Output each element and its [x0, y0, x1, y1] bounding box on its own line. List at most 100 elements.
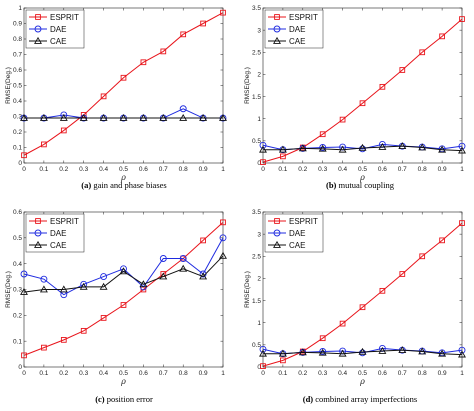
data-point [220, 219, 226, 226]
x-tick-label: 0.9 [438, 166, 447, 173]
x-tick-label: 1 [221, 166, 225, 173]
legend: ESPRIT DAE CAE [264, 213, 324, 253]
x-tick-label: 0.8 [418, 370, 427, 377]
data-point [139, 113, 148, 121]
data-point [280, 357, 286, 364]
caption-label: (d) [303, 394, 314, 404]
x-tick-label: 0.5 [358, 166, 367, 173]
data-point [140, 59, 147, 66]
y-tick-label: 0.5 [13, 83, 22, 90]
legend-marker [34, 240, 42, 248]
chart-panel-3: 0 0.1 0.2 0.3 0.4 0.5 0.6 0 0.1 0.2 0.3 0.4 0.5 0.6 0.… [5, 209, 227, 404]
legend-label: ESPRIT [50, 13, 79, 22]
data-point [278, 145, 287, 153]
legend-label: DAE [50, 229, 66, 238]
series-esprit [21, 9, 226, 159]
x-tick-label: 0.5 [119, 166, 128, 173]
data-point [298, 144, 307, 152]
series-cae [259, 142, 466, 154]
data-point [100, 315, 107, 321]
data-point [338, 349, 347, 357]
data-point [220, 9, 226, 16]
y-tick-label: 0.4 [13, 261, 22, 268]
data-point [458, 346, 466, 354]
y-tick-label: 2 [257, 276, 261, 283]
series-cae [20, 251, 227, 295]
x-tick-label: 0.5 [119, 370, 128, 377]
x-tick-label: 0.4 [338, 166, 347, 173]
data-point [379, 83, 386, 90]
series-line-esprit [23, 221, 224, 356]
y-tick-label: 2.5 [252, 49, 261, 56]
data-point [358, 347, 367, 355]
x-tick-label: 0.8 [179, 166, 188, 173]
data-point [458, 146, 466, 154]
x-tick-label: 0.2 [298, 166, 307, 173]
y-tick-label: 0.6 [13, 209, 22, 216]
series-line-cae [23, 255, 224, 293]
y-tick-label: 0.5 [252, 342, 261, 349]
data-point [259, 345, 267, 353]
legend-marker [273, 240, 281, 248]
data-point [41, 344, 47, 351]
data-point [159, 255, 167, 262]
data-point [160, 48, 167, 55]
y-tick-label: 1.5 [252, 298, 261, 305]
y-tick-label: 1 [18, 5, 22, 12]
data-point [359, 145, 366, 153]
data-point [99, 113, 108, 121]
data-point [119, 113, 128, 121]
panel-caption: (a) gain and phase biases [81, 180, 166, 190]
y-tick-label: 3 [257, 27, 261, 34]
data-point [219, 251, 227, 259]
panel-caption: (d) combined array imperfections [303, 394, 417, 404]
series-line-cae [263, 349, 463, 356]
data-point [59, 285, 68, 293]
x-tick-label: 0.6 [378, 370, 387, 377]
data-point [99, 282, 108, 290]
data-point [80, 327, 87, 334]
data-point [339, 320, 346, 327]
data-point [418, 143, 427, 151]
x-tick-label: 0.7 [159, 370, 168, 377]
data-point [458, 350, 466, 358]
legend-label: DAE [50, 25, 66, 34]
legend-marker [35, 218, 41, 224]
y-tick-label: 0.7 [13, 52, 22, 59]
series-line-esprit [23, 12, 224, 156]
y-tick-label: 0.1 [13, 145, 22, 152]
legend-label: CAE [50, 37, 66, 46]
data-point [41, 141, 47, 148]
data-point [120, 74, 127, 81]
x-tick-label: 1 [460, 166, 464, 173]
legend-marker [274, 218, 280, 224]
x-tick-label: 0.9 [199, 370, 208, 377]
legend-label: ESPRIT [289, 217, 318, 226]
data-point [379, 287, 386, 294]
legend-marker [273, 36, 281, 44]
panel-caption: (c) position error [95, 394, 153, 404]
data-point [318, 144, 327, 152]
data-point [180, 31, 187, 38]
x-tick-label: 0.1 [39, 166, 48, 173]
y-tick-label: 0.3 [13, 287, 22, 294]
legend: ESPRIT DAE CAE [25, 9, 85, 49]
y-tick-label: 1 [257, 320, 261, 327]
x-tick-label: 0.7 [159, 166, 168, 173]
caption-text: combined array imperfections [313, 394, 417, 404]
y-axis-label: RMSE(Deg.) [244, 271, 251, 308]
legend-label: ESPRIT [289, 13, 318, 22]
x-tick-label: 0.8 [179, 370, 188, 377]
data-point [458, 142, 466, 150]
data-point [179, 113, 188, 121]
data-point [398, 346, 407, 354]
data-point [199, 113, 208, 121]
x-tick-label: 0.3 [318, 370, 327, 377]
x-axis-label: ρ [359, 173, 365, 182]
data-point [419, 49, 426, 56]
data-point [339, 116, 346, 123]
legend-marker [34, 25, 42, 33]
data-point [319, 131, 326, 138]
x-tick-label: 0.9 [199, 166, 208, 173]
